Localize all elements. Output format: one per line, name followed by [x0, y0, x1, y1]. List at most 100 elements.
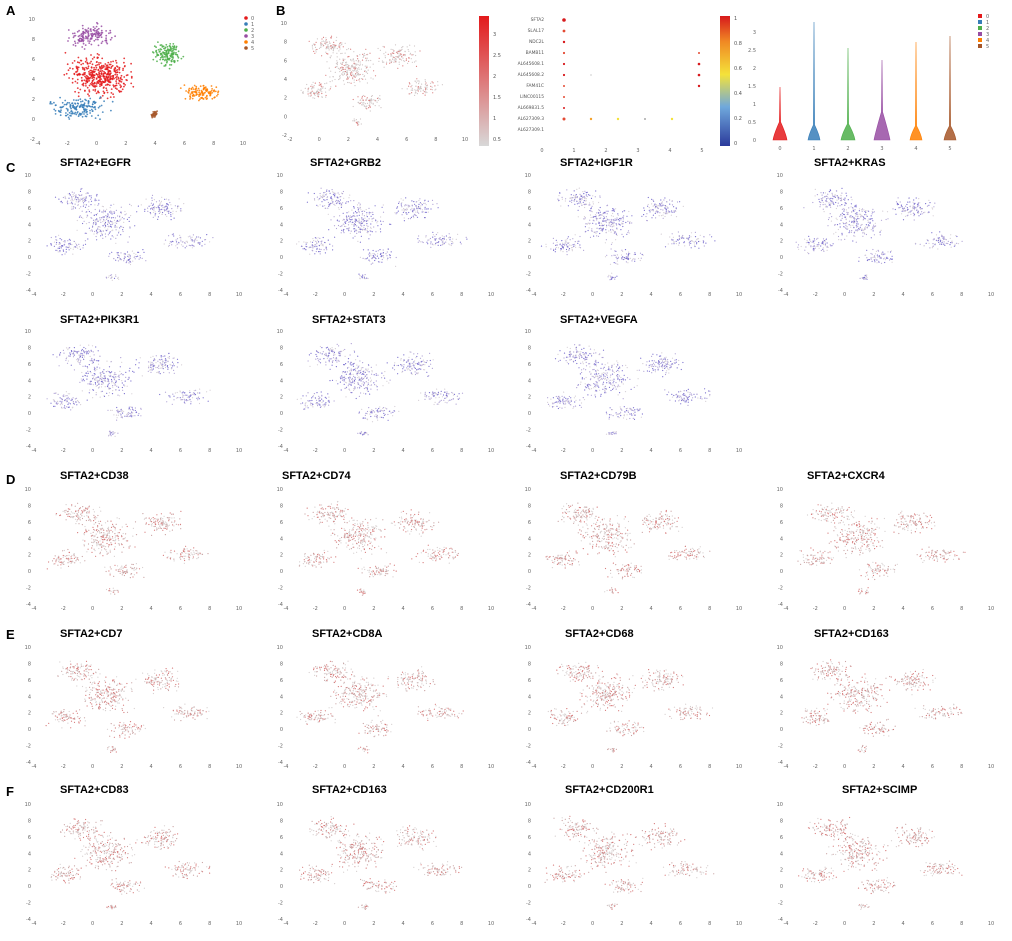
umap-point: [428, 239, 430, 241]
umap-point: [358, 214, 360, 216]
feature-point: [346, 76, 349, 78]
cluster-point: [84, 115, 87, 118]
umap-point: [349, 194, 351, 196]
umap-point: [831, 200, 833, 202]
violin-y-tick: 2: [753, 66, 756, 72]
cluster-point: [88, 77, 91, 80]
umap-point: [694, 231, 696, 233]
feature-point: [320, 42, 322, 44]
umap-point: [656, 209, 658, 212]
cluster-point: [104, 84, 107, 86]
umap-point: [932, 208, 934, 210]
umap-point: [133, 252, 135, 254]
umap-point: [442, 238, 444, 240]
umap-point: [158, 200, 160, 202]
umap-point: [70, 202, 73, 205]
cluster-point: [67, 40, 69, 42]
umap-point: [877, 249, 879, 251]
umap-point: [353, 228, 355, 230]
umap-point: [613, 232, 615, 234]
umap-point: [652, 214, 654, 216]
feature-point: [364, 78, 367, 80]
umap-point: [108, 382, 110, 384]
umap-y-tick: 4: [780, 222, 783, 228]
umap-point: [426, 208, 428, 210]
feature-point: [378, 105, 380, 107]
umap-point: [812, 246, 814, 248]
feature-colorbar-tick: 1: [493, 116, 496, 122]
cluster-point: [98, 97, 101, 100]
umap-point: [107, 370, 109, 372]
umap-point: [363, 228, 365, 230]
cluster-point: [192, 94, 195, 96]
cluster-umap-y-tick: 10: [29, 17, 35, 23]
umap-point: [79, 344, 81, 346]
umap-point: [571, 247, 573, 249]
cluster-point: [75, 105, 78, 108]
dot-plot-colorbar-tick: 0.6: [734, 66, 742, 72]
umap-point: [678, 238, 681, 240]
umap-point: [846, 222, 848, 224]
cluster-point: [195, 85, 198, 88]
umap-point: [909, 201, 911, 203]
feature-point: [345, 72, 347, 74]
feature-point: [415, 65, 418, 67]
umap-point: [852, 208, 854, 210]
umap-point: [697, 240, 700, 243]
umap-point: [943, 237, 945, 239]
umap-point: [443, 236, 445, 238]
feature-point: [369, 98, 371, 100]
umap-point: [178, 205, 180, 207]
cluster-point: [191, 97, 194, 100]
cluster-point: [90, 115, 93, 117]
umap-point: [87, 367, 89, 369]
umap-point: [99, 217, 101, 219]
cluster-point: [123, 82, 125, 85]
umap-point: [859, 213, 862, 215]
umap-point: [53, 241, 56, 243]
cluster-point: [117, 82, 120, 85]
umap-point: [331, 198, 333, 200]
umap-point: [64, 241, 66, 243]
umap-point: [161, 196, 163, 198]
cluster-point: [72, 36, 75, 39]
umap-point: [608, 219, 610, 221]
cluster-point: [93, 32, 96, 35]
cluster-point: [170, 49, 173, 51]
umap-point: [588, 202, 591, 204]
umap-point: [671, 243, 673, 245]
umap-point: [370, 226, 372, 228]
violin-x-tick: 5: [948, 146, 951, 152]
umap-point: [163, 206, 165, 208]
umap-point: [348, 218, 350, 220]
cluster-point: [105, 76, 108, 79]
umap-point: [346, 216, 348, 218]
umap-point: [673, 206, 675, 208]
cluster-point: [83, 79, 86, 82]
umap-point: [112, 222, 114, 224]
umap-point: [120, 234, 122, 236]
feature-point: [364, 70, 366, 72]
cluster-point: [175, 53, 178, 56]
cluster-point: [215, 86, 218, 89]
violin-y-tick: 2.5: [748, 48, 756, 54]
umap-point: [460, 243, 462, 245]
umap-point: [645, 215, 647, 218]
cluster-point: [213, 96, 216, 99]
umap-point: [364, 229, 366, 231]
feature-point: [361, 104, 363, 106]
umap-point: [862, 276, 864, 279]
umap-point: [110, 224, 112, 226]
umap-point: [91, 229, 93, 231]
umap-point: [899, 201, 901, 203]
umap-y-tick: 0: [528, 255, 531, 261]
umap-point: [871, 260, 873, 262]
cluster-point: [109, 78, 111, 81]
feature-point: [441, 84, 443, 86]
umap-point: [176, 243, 178, 245]
umap-point: [418, 240, 420, 242]
cluster-point: [113, 70, 116, 73]
umap-point: [364, 258, 366, 260]
umap-point: [824, 192, 826, 194]
